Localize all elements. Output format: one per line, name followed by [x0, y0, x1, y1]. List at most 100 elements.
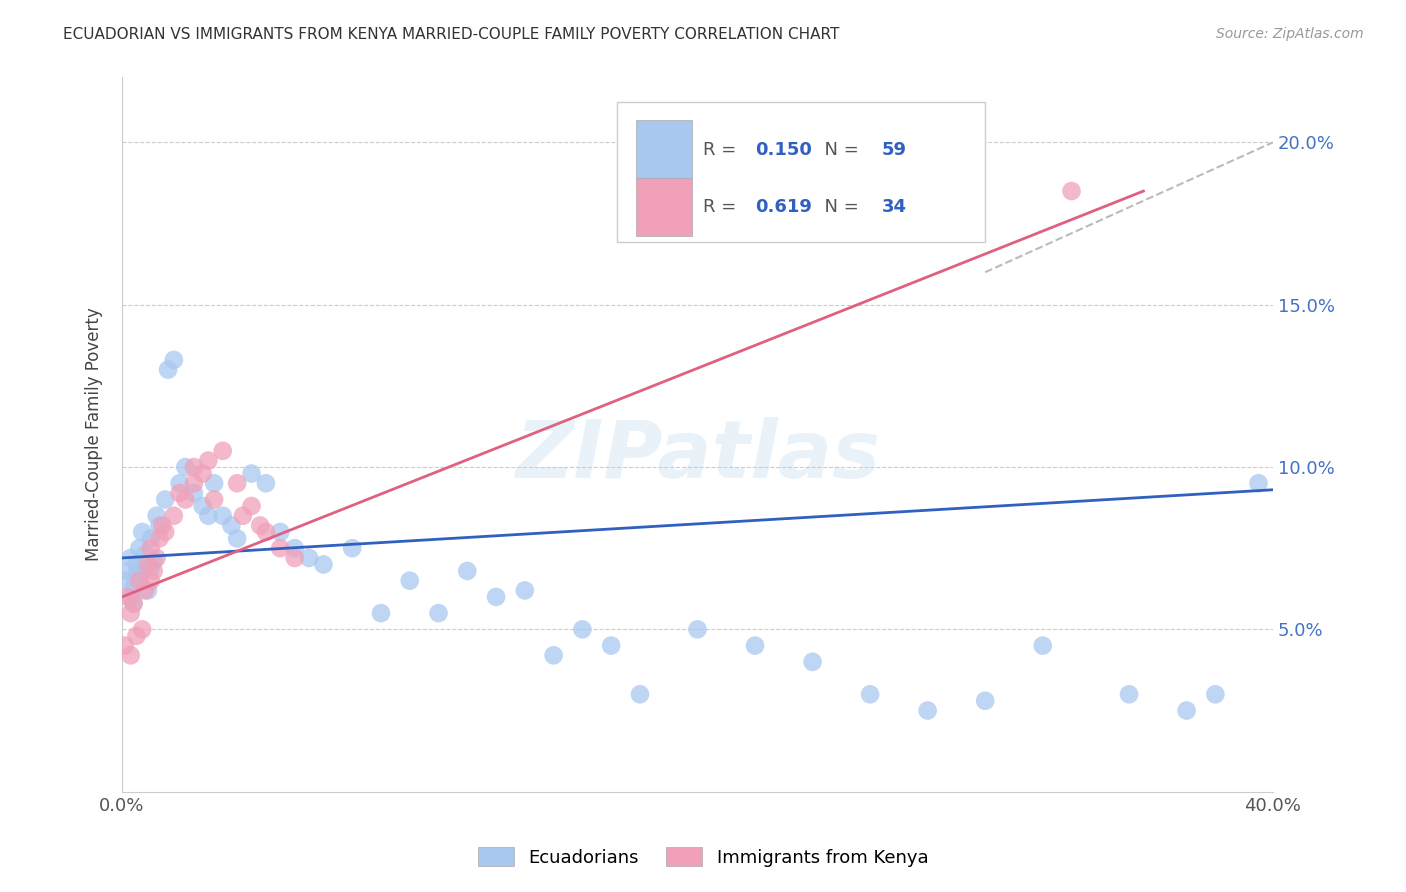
Point — [312, 558, 335, 572]
Point — [139, 574, 162, 588]
Point — [370, 606, 392, 620]
Point — [131, 623, 153, 637]
Point — [211, 508, 233, 523]
Point — [686, 623, 709, 637]
Text: R =: R = — [703, 141, 742, 159]
Point — [139, 541, 162, 556]
Point — [139, 532, 162, 546]
Point — [427, 606, 450, 620]
Text: N =: N = — [813, 198, 865, 216]
Point — [298, 550, 321, 565]
Point — [125, 558, 148, 572]
Text: 59: 59 — [882, 141, 907, 159]
Point — [125, 629, 148, 643]
Point — [131, 524, 153, 539]
FancyBboxPatch shape — [637, 178, 692, 236]
Point — [240, 499, 263, 513]
Point — [114, 639, 136, 653]
Point — [155, 492, 177, 507]
Point — [485, 590, 508, 604]
Point — [543, 648, 565, 663]
Point — [169, 486, 191, 500]
Point — [183, 476, 205, 491]
Text: N =: N = — [813, 141, 865, 159]
Point — [145, 550, 167, 565]
Text: 0.150: 0.150 — [755, 141, 811, 159]
Point — [117, 564, 139, 578]
Point — [1247, 476, 1270, 491]
Point — [269, 524, 291, 539]
Point — [1175, 704, 1198, 718]
Point — [134, 583, 156, 598]
Point — [221, 518, 243, 533]
Text: ECUADORIAN VS IMMIGRANTS FROM KENYA MARRIED-COUPLE FAMILY POVERTY CORRELATION CH: ECUADORIAN VS IMMIGRANTS FROM KENYA MARR… — [63, 27, 839, 42]
Point — [284, 541, 307, 556]
FancyBboxPatch shape — [637, 120, 692, 179]
Point — [202, 492, 225, 507]
Text: 0.619: 0.619 — [755, 198, 811, 216]
Point — [174, 492, 197, 507]
Point — [211, 443, 233, 458]
Point — [1032, 639, 1054, 653]
Point — [628, 687, 651, 701]
Legend: Ecuadorians, Immigrants from Kenya: Ecuadorians, Immigrants from Kenya — [471, 840, 935, 874]
Point — [917, 704, 939, 718]
Point — [174, 460, 197, 475]
Point — [600, 639, 623, 653]
Point — [120, 590, 142, 604]
Point — [134, 548, 156, 562]
Point — [226, 532, 249, 546]
Text: Source: ZipAtlas.com: Source: ZipAtlas.com — [1216, 27, 1364, 41]
Point — [202, 476, 225, 491]
Point — [148, 518, 170, 533]
Point — [145, 508, 167, 523]
Point — [150, 518, 173, 533]
Point — [240, 467, 263, 481]
Text: 34: 34 — [882, 198, 907, 216]
Point — [801, 655, 824, 669]
Point — [456, 564, 478, 578]
Point — [169, 476, 191, 491]
Point — [1204, 687, 1226, 701]
Point — [226, 476, 249, 491]
Point — [122, 596, 145, 610]
Point — [163, 352, 186, 367]
Point — [120, 606, 142, 620]
Point — [974, 694, 997, 708]
Text: R =: R = — [703, 198, 742, 216]
Point — [122, 596, 145, 610]
Point — [142, 564, 165, 578]
Point — [249, 518, 271, 533]
Point — [136, 583, 159, 598]
Point — [163, 508, 186, 523]
Point — [197, 453, 219, 467]
Point — [254, 476, 277, 491]
Point — [117, 590, 139, 604]
Point — [122, 580, 145, 594]
Text: ZIPatlas: ZIPatlas — [515, 417, 880, 495]
Point — [148, 532, 170, 546]
Point — [120, 550, 142, 565]
Point — [183, 486, 205, 500]
Point — [398, 574, 420, 588]
Point — [269, 541, 291, 556]
Point — [128, 574, 150, 588]
Point — [128, 541, 150, 556]
Point — [142, 554, 165, 568]
Point — [744, 639, 766, 653]
FancyBboxPatch shape — [617, 103, 986, 242]
Point — [1118, 687, 1140, 701]
Point — [197, 508, 219, 523]
Point — [139, 560, 162, 574]
Point — [114, 574, 136, 588]
Point — [136, 558, 159, 572]
Point — [120, 648, 142, 663]
Point — [513, 583, 536, 598]
Point — [571, 623, 593, 637]
Point — [859, 687, 882, 701]
Point — [254, 524, 277, 539]
Point — [191, 467, 214, 481]
Point — [155, 524, 177, 539]
Y-axis label: Married-Couple Family Poverty: Married-Couple Family Poverty — [86, 308, 103, 561]
Point — [232, 508, 254, 523]
